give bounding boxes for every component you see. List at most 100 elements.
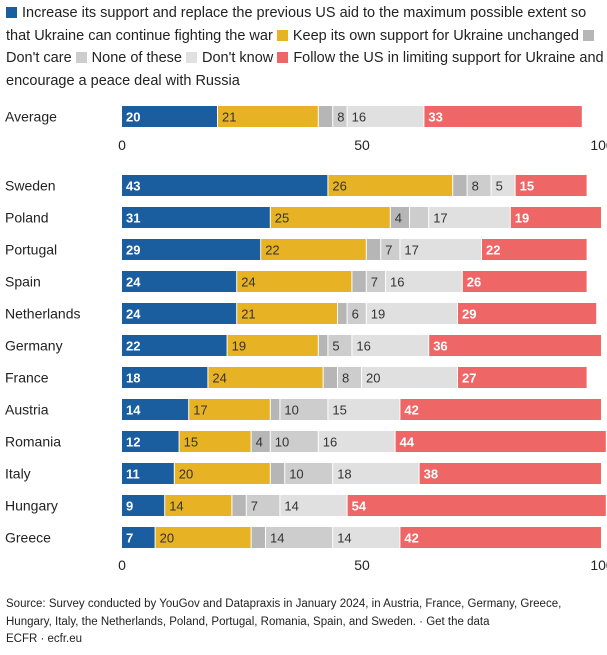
row-label: Austria	[5, 402, 49, 418]
bar-segment	[338, 367, 361, 388]
bar-segment	[386, 271, 462, 292]
data-label: 17	[404, 243, 418, 258]
legend-item-0: Increase its support and replace the pre…	[6, 5, 586, 44]
bar-segment	[491, 175, 515, 196]
data-label: 11	[126, 467, 140, 482]
bar-segment	[227, 335, 318, 356]
bar-segment	[467, 175, 491, 196]
bar-segment	[424, 106, 582, 127]
data-label: 7	[126, 531, 133, 546]
x-tick-label: 50	[354, 137, 370, 153]
bar-segment	[122, 495, 165, 516]
data-label: 18	[337, 467, 351, 482]
data-label: 8	[342, 371, 349, 386]
bar-segment	[270, 431, 318, 452]
bar-segment	[208, 367, 323, 388]
bar-segment	[232, 495, 246, 516]
bar-segment	[122, 239, 261, 260]
data-label: 7	[385, 243, 392, 258]
bar-segment	[366, 271, 385, 292]
bar-segment	[429, 335, 601, 356]
bar-segment	[482, 239, 587, 260]
bar-segment	[122, 431, 179, 452]
data-label: 36	[433, 339, 447, 354]
bar-segment	[323, 367, 337, 388]
bar-segment	[122, 175, 328, 196]
data-label: 7	[371, 275, 378, 290]
row-label: Italy	[5, 466, 31, 482]
bar-segment	[122, 106, 217, 127]
data-label: 16	[356, 339, 370, 354]
data-label: 18	[126, 371, 140, 386]
data-label: 20	[126, 110, 140, 125]
bar-segment	[410, 207, 429, 228]
data-label: 20	[160, 531, 174, 546]
source-text: Source: Survey conducted by YouGov and D…	[6, 598, 562, 628]
legend-label-4: Don't know	[202, 50, 274, 66]
bar-segment	[362, 367, 457, 388]
bar-segment	[333, 463, 419, 484]
bar-segment	[174, 463, 270, 484]
bar-segment	[429, 207, 510, 228]
data-label: 24	[126, 275, 141, 290]
legend-label-3: None of these	[91, 50, 182, 66]
bar-segment	[237, 303, 337, 324]
bar-segment	[318, 106, 333, 127]
data-label: 25	[275, 211, 289, 226]
row-label: Greece	[5, 530, 51, 546]
bar-segment	[122, 335, 227, 356]
bar-segment	[352, 335, 429, 356]
data-label: 24	[212, 371, 226, 386]
legend-swatch-2	[583, 29, 595, 41]
legend-item-4: Don't know	[186, 50, 273, 66]
bar-segment	[347, 495, 606, 516]
legend-swatch-1	[276, 29, 288, 41]
legend-item-5: Follow the US in limiting support for Uk…	[6, 50, 604, 89]
bar-segment	[218, 106, 318, 127]
bar-segment	[419, 463, 601, 484]
bar-segment	[270, 463, 285, 484]
data-label: 10	[284, 403, 298, 418]
bar-segment	[122, 207, 270, 228]
bar-segment	[515, 175, 587, 196]
bar-segment	[390, 207, 409, 228]
bar-segment	[381, 239, 400, 260]
data-label: 8	[472, 179, 479, 194]
data-label: 4	[256, 435, 263, 450]
data-label: 44	[400, 435, 415, 450]
data-label: 4	[395, 211, 402, 226]
data-label: 10	[275, 435, 289, 450]
data-label: 21	[222, 110, 236, 125]
legend-swatch-4	[186, 52, 197, 63]
row-label: Spain	[5, 274, 41, 290]
bar-segment	[261, 239, 366, 260]
data-label: 7	[251, 499, 258, 514]
row-label: Sweden	[5, 178, 56, 194]
bar-segment	[266, 527, 333, 548]
source-note: Source: Survey conducted by YouGov and D…	[6, 596, 604, 649]
data-label: 15	[184, 435, 198, 450]
data-label: 14	[270, 531, 284, 546]
data-label: 16	[352, 110, 366, 125]
data-label: 43	[126, 179, 140, 194]
bar-segment	[251, 431, 270, 452]
row-label: Hungary	[5, 498, 58, 514]
bar-segment	[347, 106, 424, 127]
data-label: 20	[366, 371, 380, 386]
legend-item-2: Don't care	[6, 28, 599, 66]
data-label: 14	[337, 531, 351, 546]
row-label: Germany	[5, 338, 63, 354]
data-label: 14	[126, 403, 141, 418]
bar-segment	[165, 495, 232, 516]
data-label: 16	[323, 435, 337, 450]
chart-legend: Increase its support and replace the pre…	[6, 2, 604, 92]
data-label: 17	[433, 211, 447, 226]
data-label: 54	[352, 499, 367, 514]
legend-item-1: Keep its own support for Ukraine unchang…	[276, 28, 579, 44]
x-tick-label: 100	[590, 557, 607, 573]
bar-segment	[270, 207, 390, 228]
data-label: 14	[169, 499, 183, 514]
data-label: 29	[462, 307, 476, 322]
data-label: 27	[462, 371, 476, 386]
